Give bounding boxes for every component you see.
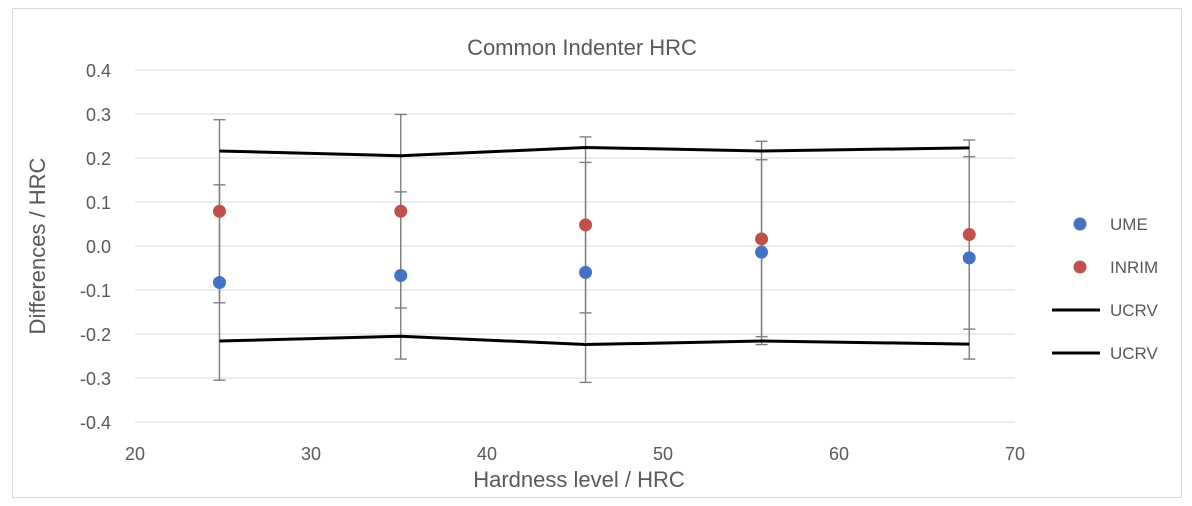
x-tick-label: 60 [829,444,849,464]
ume-point [394,268,408,282]
x-tick-labels: 20 30 40 50 60 70 [125,444,1025,464]
inrim-point [212,204,226,218]
y-tick-label: 0.2 [86,149,111,169]
legend-item: INRIM [1073,258,1158,277]
chart-title: Common Indenter HRC [467,35,697,60]
inrim-point [962,228,976,242]
y-tick-label: 0.0 [86,237,111,257]
legend-marker [1073,260,1087,274]
grid-lines [135,69,1015,423]
ucrv-line [219,145,970,158]
x-tick-label: 40 [477,444,497,464]
legend-item: UCRV [1052,344,1159,363]
legend-item: UME [1073,215,1148,234]
x-tick-label: 70 [1005,444,1025,464]
y-tick-label: -0.1 [80,281,111,301]
ume-point [755,245,769,259]
inrim-point [394,204,408,218]
ucrv-line [219,334,970,347]
inrim-point [579,218,593,232]
x-tick-label: 30 [301,444,321,464]
legend-label: INRIM [1110,258,1158,277]
legend-item: UCRV [1052,301,1159,320]
ume-point [579,265,593,279]
ucrv-lines [219,145,970,347]
legend: UME INRIM UCRV UCRV [1052,215,1159,363]
y-tick-label: -0.4 [80,413,111,433]
chart-frame [12,8,1182,498]
legend-label: UME [1110,215,1148,234]
inrim-point [755,232,769,246]
y-axis-title: Differences / HRC [25,157,50,334]
y-tick-label: 0.4 [86,61,111,81]
data-points [212,204,976,290]
y-tick-label: -0.2 [80,325,111,345]
ume-point [212,276,226,290]
legend-marker [1073,217,1087,231]
legend-label: UCRV [1110,344,1159,363]
x-axis-title: Hardness level / HRC [473,467,685,492]
x-tick-label: 20 [125,444,145,464]
y-tick-label: 0.1 [86,193,111,213]
ume-point [962,251,976,265]
y-tick-label: 0.3 [86,105,111,125]
y-tick-label: -0.3 [80,369,111,389]
y-tick-labels: 0.4 0.3 0.2 0.1 0.0 -0.1 -0.2 -0.3 -0.4 [80,61,111,433]
legend-label: UCRV [1110,301,1159,320]
x-tick-label: 50 [653,444,673,464]
